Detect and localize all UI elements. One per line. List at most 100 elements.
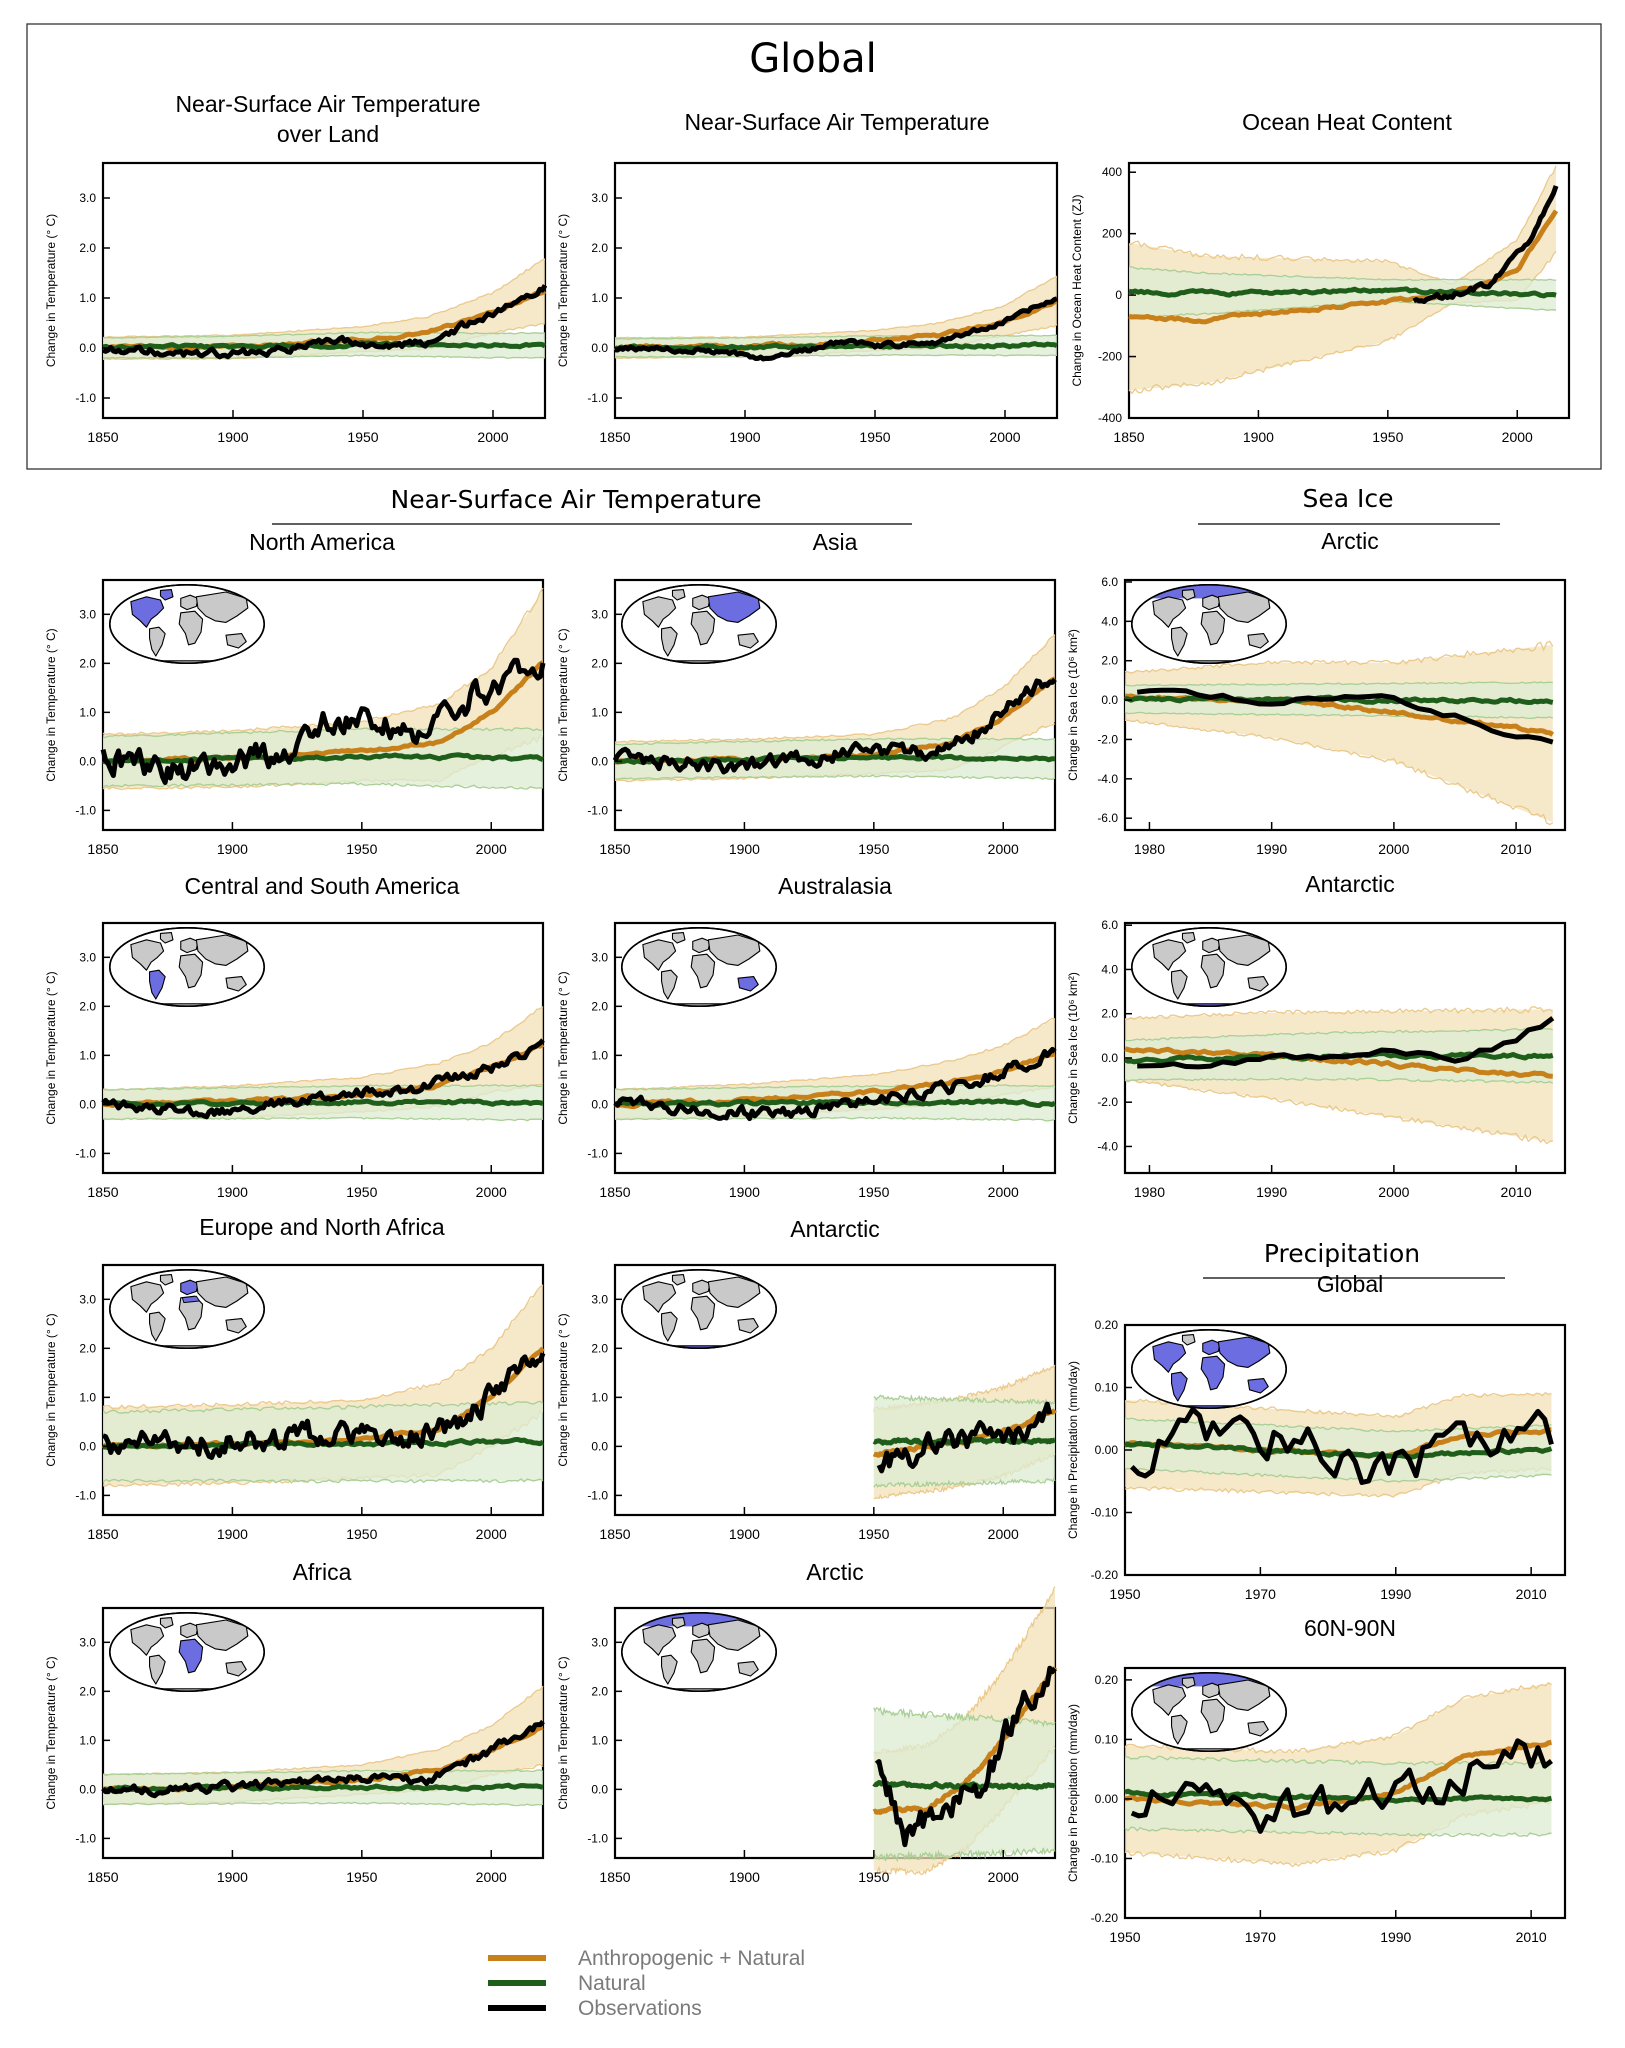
region-map-icon [1131, 1672, 1287, 1753]
x-tick-label: 2000 [1378, 841, 1409, 857]
y-tick-label: -0.20 [1091, 1911, 1119, 1925]
y-tick-label: 2.0 [79, 1341, 96, 1355]
x-tick-label: 1950 [858, 1184, 889, 1200]
y-tick-label: 0.10 [1095, 1732, 1119, 1746]
anthro-band-upper [614, 634, 1056, 744]
x-tick-label: 1980 [1134, 841, 1165, 857]
natural-mean-line [102, 340, 547, 352]
x-tick-label: 1950 [858, 841, 889, 857]
observations-line [1130, 1738, 1553, 1834]
y-axis-label: Change in Temperature (° C) [556, 214, 570, 367]
natural-band-lower [614, 354, 1058, 358]
anthro-band-upper [1124, 1006, 1554, 1021]
y-tick-label: 2.0 [1101, 654, 1118, 668]
region-map-icon [621, 927, 777, 1008]
chart-panel-antarctic_ice: Antarctic 1980 1990 2000 2010 -4.0 -2.0 0.0 2.0 4… [1066, 871, 1567, 1200]
natural-band-upper [1124, 1027, 1553, 1042]
chart-panel-arc_temp: Arctic 1850 1900 1950 2000 -1.0 0.0 1.0 2.0 3.0 Ch… [556, 1559, 1058, 1885]
region-map-icon [621, 1269, 777, 1350]
region-map-icon [1131, 584, 1287, 665]
chart-panel-asia: Asia 1850 1900 1950 2000 -1.0 0.0 1.0 2.0 3.0 Chan… [556, 529, 1057, 857]
chart-title-africa: Africa [293, 1559, 352, 1585]
chart-panel-ant_temp: Antarctic 1850 1900 1950 2000 -1.0 0.0 1.0 2.0 3.… [556, 1216, 1057, 1542]
x-tick-label: 1850 [599, 1184, 630, 1200]
y-tick-label: 3.0 [591, 950, 608, 964]
x-tick-label: 2000 [1502, 429, 1533, 445]
observations-line [101, 1719, 545, 1799]
x-tick-label: 1850 [87, 1184, 118, 1200]
section-sea-ice: Sea Ice [1302, 484, 1393, 513]
anthro-mean-line [614, 1051, 1056, 1110]
natural-band-lower [1124, 1826, 1552, 1838]
natural-band-upper [873, 1706, 1056, 1728]
chart-title-asia: Asia [813, 529, 858, 555]
natural-band-lower [614, 1116, 1056, 1122]
region-map-icon [109, 1612, 265, 1693]
chart-panel-eu: Europe and North Africa 1850 1900 1950 2000 -… [44, 1214, 546, 1542]
x-tick-label: 1850 [87, 1869, 118, 1885]
chart-title-aus: Australasia [778, 873, 892, 899]
natural-band-lower [102, 1116, 544, 1122]
y-axis-label: Change in Temperature (° C) [44, 1313, 58, 1466]
x-tick-label: 2010 [1516, 1586, 1547, 1602]
chart-panel-arctic_ice: Arctic 1980 1990 2000 2010 -6.0 -4.0 -2.0 0.0 2.0… [1066, 528, 1567, 857]
y-tick-label: -1.0 [75, 1488, 96, 1502]
anthro-mean-line [1124, 1739, 1552, 1812]
x-tick-label: 2000 [988, 1526, 1019, 1542]
observations-line [614, 296, 1058, 362]
y-tick-label: 3.0 [79, 1635, 96, 1649]
chart-panel-pr_6090: 60N-90N 1950 1970 1990 2010 -0.20 -0.10 0.00 0.1… [1066, 1615, 1567, 1945]
anthro-band-upper [1128, 165, 1557, 285]
y-tick-label: 0.00 [1095, 1792, 1119, 1806]
y-tick-label: -0.10 [1091, 1851, 1119, 1865]
x-tick-label: 1970 [1245, 1929, 1276, 1945]
natural-band-lower [102, 1478, 544, 1484]
x-tick-label: 1900 [217, 1526, 248, 1542]
anthro-band-upper [102, 258, 546, 339]
y-tick-label: 1.0 [591, 1048, 608, 1062]
global-box [26, 23, 1602, 470]
x-tick-label: 1850 [599, 1526, 630, 1542]
y-tick-label: 1.0 [79, 1733, 96, 1747]
y-tick-label: 2.0 [79, 241, 96, 255]
y-tick-label: 3.0 [79, 607, 96, 621]
y-tick-label: 0.0 [79, 1782, 96, 1796]
y-tick-label: 4.0 [1101, 962, 1118, 976]
observations-line [1130, 1406, 1554, 1485]
plot-frame [613, 161, 1059, 420]
natural-band-lower [1124, 1467, 1552, 1483]
chart-title-g_land: Near-Surface Air Temperature [175, 91, 480, 117]
y-axis-label: Change in Ocean Heat Content (ZJ) [1070, 194, 1084, 386]
y-tick-label: -1.0 [587, 1146, 608, 1160]
x-tick-label: 1950 [859, 429, 890, 445]
x-tick-label: 1950 [346, 1184, 377, 1200]
chart-title-pr_global: Global [1317, 1271, 1383, 1297]
y-tick-label: 2.0 [79, 1684, 96, 1698]
chart-panel-aus: Australasia 1850 1900 1950 2000 -1.0 0.0 1.0 2.0… [556, 873, 1057, 1200]
y-tick-label: -0.10 [1091, 1506, 1119, 1520]
panels: Near-Surface Air Temperature over Land 185… [44, 91, 1571, 1945]
y-tick-label: 3.0 [591, 191, 608, 205]
y-tick-label: -400 [1098, 411, 1122, 425]
y-axis-label: Change in Temperature (° C) [556, 628, 570, 781]
chart-title-arctic_ice: Arctic [1321, 528, 1379, 554]
x-tick-label: 2010 [1501, 1184, 1532, 1200]
chart-panel-africa: Africa 1850 1900 1950 2000 -1.0 0.0 1.0 2.0 3.0 Ch… [44, 1559, 545, 1885]
chart-title-csa: Central and South America [185, 873, 460, 899]
y-tick-label: 0 [1115, 288, 1122, 302]
y-tick-label: 2.0 [591, 1341, 608, 1355]
x-tick-label: 1850 [87, 1526, 118, 1542]
natural-band-upper [102, 1400, 544, 1415]
chart-title-g_air: Near-Surface Air Temperature [684, 109, 989, 135]
y-axis-label: Change in Temperature (° C) [44, 628, 58, 781]
x-tick-label: 2000 [476, 841, 507, 857]
y-tick-label: 200 [1102, 227, 1122, 241]
legend: Anthropogenic + Natural Natural Observat… [488, 1947, 805, 2020]
x-tick-label: 2000 [476, 1526, 507, 1542]
natural-band-upper [102, 1769, 544, 1777]
section-near-surface: Near-Surface Air Temperature [391, 485, 762, 514]
y-tick-label: 1.0 [591, 705, 608, 719]
x-tick-label: 2010 [1501, 841, 1532, 857]
x-tick-label: 1990 [1380, 1586, 1411, 1602]
